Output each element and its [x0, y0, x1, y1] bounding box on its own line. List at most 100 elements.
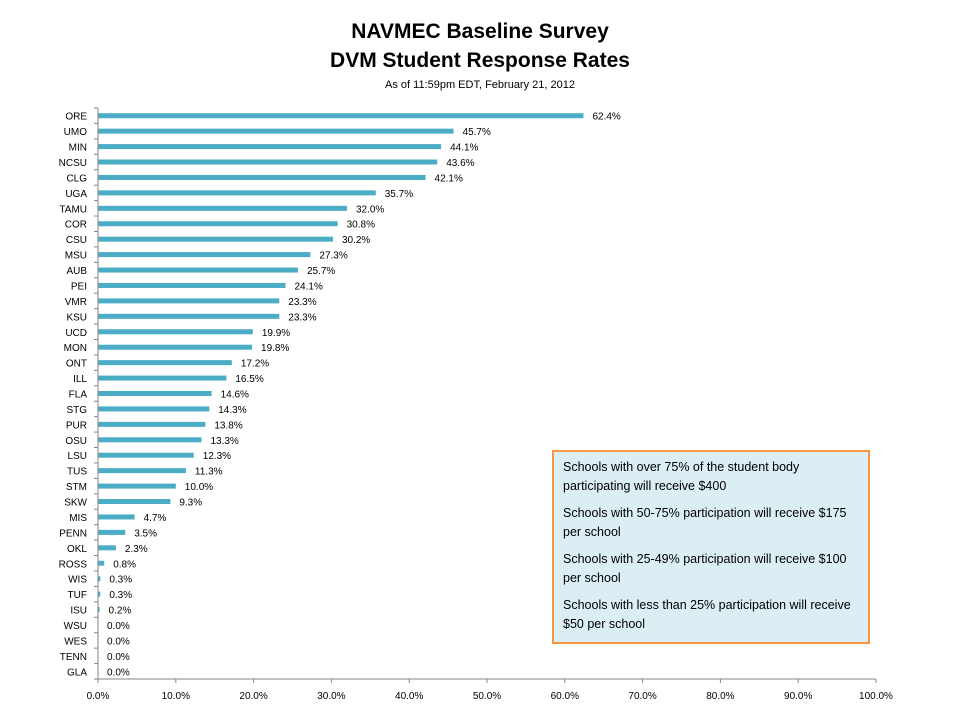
bar-penn — [98, 529, 126, 535]
bar-ore — [98, 113, 584, 119]
value-label: 0.2% — [109, 606, 132, 617]
category-label: SKW — [64, 498, 87, 509]
category-label: STM — [66, 482, 87, 493]
category-label: ILL — [73, 374, 87, 385]
value-label: 23.3% — [288, 312, 316, 323]
bar-group — [98, 113, 584, 613]
value-label: 42.1% — [435, 173, 463, 184]
bar-okl — [98, 545, 116, 551]
bar-vmr — [98, 298, 280, 304]
value-label: 12.3% — [203, 451, 231, 462]
value-label: 35.7% — [385, 189, 413, 200]
bar-umo — [98, 128, 454, 134]
value-label: 25.7% — [307, 266, 335, 277]
bar-min — [98, 144, 442, 150]
category-label: KSU — [66, 312, 87, 323]
value-label: 3.5% — [134, 528, 157, 539]
value-label: 0.3% — [109, 590, 132, 601]
category-label: CSU — [66, 235, 87, 246]
category-label: MIN — [69, 143, 87, 154]
incentive-line-2: Schools with 50-75% participation will r… — [563, 506, 847, 539]
bar-cor — [98, 221, 338, 227]
bar-pei — [98, 282, 286, 288]
bar-wis — [98, 576, 101, 582]
bar-fla — [98, 391, 212, 396]
category-label: PENN — [59, 528, 87, 539]
category-label: PUR — [66, 420, 87, 431]
value-label: 32.0% — [356, 204, 384, 215]
category-label: WSU — [64, 621, 87, 632]
x-tick-label: 20.0% — [239, 691, 267, 702]
category-label: AUB — [66, 266, 87, 277]
x-tick-label: 10.0% — [162, 691, 190, 702]
incentive-line-1: Schools with over 75% of the student bod… — [563, 460, 800, 493]
category-label: ORE — [65, 112, 87, 123]
category-label: LSU — [68, 451, 87, 462]
value-label: 11.3% — [195, 467, 223, 478]
bar-skw — [98, 499, 171, 505]
bar-lsu — [98, 452, 194, 458]
x-tick-label: 70.0% — [628, 691, 656, 702]
value-label: 45.7% — [463, 127, 491, 138]
bar-mis — [98, 514, 135, 520]
chart-title-line2: DVM Student Response Rates — [330, 49, 630, 72]
bar-csu — [98, 236, 333, 242]
value-label: 13.8% — [214, 420, 242, 431]
bar-clg — [98, 174, 426, 180]
value-label: 13.3% — [210, 436, 238, 447]
bar-stm — [98, 483, 176, 489]
category-label: TENN — [60, 652, 87, 663]
value-label: 0.3% — [109, 575, 132, 586]
bar-ill — [98, 375, 227, 381]
value-label: 44.1% — [450, 143, 478, 154]
category-label: ISU — [70, 606, 87, 617]
category-label: MIS — [69, 513, 87, 524]
value-label: 23.3% — [288, 297, 316, 308]
category-label: VMR — [65, 297, 87, 308]
bar-ross — [98, 560, 105, 566]
chart-title-line1: NAVMEC Baseline Survey — [351, 20, 609, 43]
category-label: UCD — [65, 328, 87, 339]
bar-ksu — [98, 313, 280, 319]
category-label: ONT — [66, 359, 87, 370]
x-tick-label: 80.0% — [706, 691, 734, 702]
chart-subtitle: As of 11:59pm EDT, February 21, 2012 — [385, 79, 575, 91]
value-label: 19.9% — [262, 328, 290, 339]
bar-ucd — [98, 329, 253, 335]
x-tick-label: 40.0% — [395, 691, 423, 702]
x-tick-label: 0.0% — [87, 691, 110, 702]
bar-msu — [98, 252, 311, 258]
category-label: MSU — [65, 251, 87, 262]
x-tick-label: 60.0% — [551, 691, 579, 702]
incentive-info-box: Schools with over 75% of the student bod… — [552, 450, 870, 644]
category-label: PEI — [71, 281, 87, 292]
value-label: 4.7% — [144, 513, 167, 524]
value-label: 30.8% — [347, 220, 375, 231]
category-label: UMO — [64, 127, 88, 138]
category-label: TAMU — [59, 204, 87, 215]
bar-osu — [98, 437, 202, 443]
incentive-line-4: Schools with less than 25% participation… — [563, 598, 851, 631]
value-label: 2.3% — [125, 544, 148, 555]
x-tick-label: 30.0% — [317, 691, 345, 702]
category-label: MON — [64, 343, 87, 354]
category-label: OKL — [67, 544, 87, 555]
value-label: 0.0% — [107, 636, 130, 647]
value-label: 0.0% — [107, 652, 130, 663]
x-tick-label: 90.0% — [784, 691, 812, 702]
value-label: 14.3% — [218, 405, 246, 416]
category-label: UGA — [65, 189, 87, 200]
value-label: 0.0% — [107, 621, 130, 632]
category-label: TUF — [68, 590, 87, 601]
bar-ncsu — [98, 159, 438, 165]
x-tick-group: 0.0% 10.0% 20.0% 30.0% 40.0% 50.0% 60.0% 70.0% 8… — [87, 679, 893, 702]
value-label: 10.0% — [185, 482, 213, 493]
category-label: GLA — [67, 667, 87, 678]
value-label: 43.6% — [446, 158, 474, 169]
category-label-group: ORE UMO MIN NCSU CLG UGA TAMU COR CSU MSU AUB PEI VM… — [59, 112, 88, 679]
category-label: STG — [66, 405, 87, 416]
category-label: TUS — [67, 467, 87, 478]
category-label: COR — [65, 220, 87, 231]
value-label: 62.4% — [592, 112, 620, 123]
